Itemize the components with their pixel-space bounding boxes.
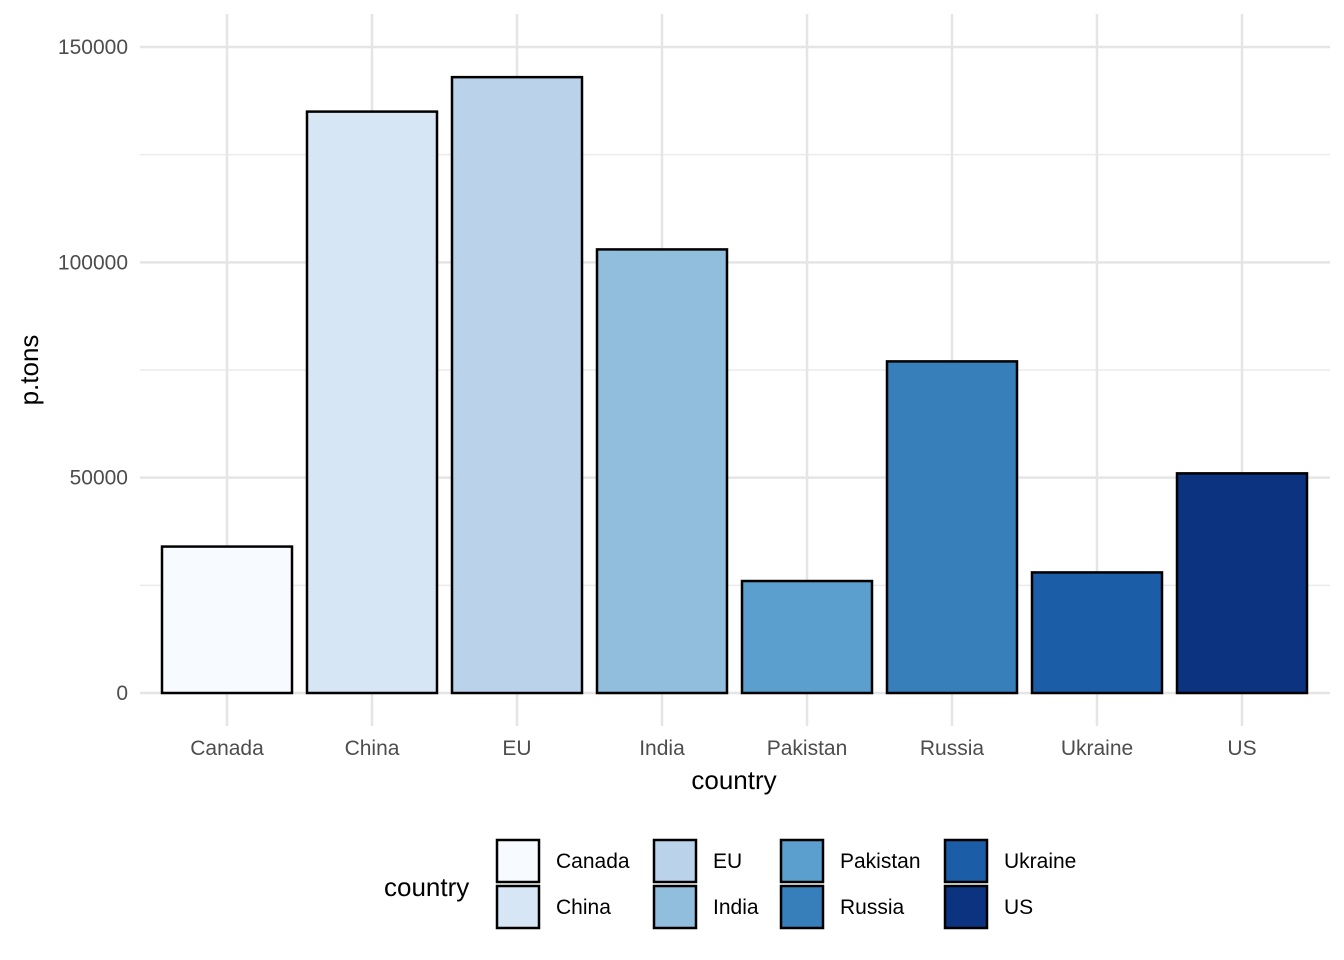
- legend: country Canada China EU India Pakistan Russia…: [384, 838, 1076, 930]
- bar-ukraine: [1030, 571, 1164, 695]
- x-tick-label: US: [1227, 737, 1256, 760]
- y-tick-label: 0: [116, 682, 128, 705]
- legend-key-ukraine: [943, 838, 989, 884]
- legend-label: Pakistan: [840, 850, 921, 873]
- legend-key-pakistan: [779, 838, 825, 884]
- bar-eu: [450, 75, 584, 695]
- bar-us: [1175, 472, 1309, 695]
- legend-label: China: [556, 896, 611, 919]
- y-axis-ticks: 0 50000 100000 150000: [58, 36, 128, 705]
- x-tick-label: EU: [502, 737, 531, 760]
- legend-label: US: [1004, 896, 1033, 919]
- legend-label: EU: [713, 850, 742, 873]
- y-axis-title: p.tons: [14, 335, 44, 406]
- x-tick-label: Russia: [920, 737, 985, 760]
- bar-china: [305, 110, 439, 695]
- legend-key-china: [495, 884, 541, 930]
- y-tick-label: 100000: [58, 251, 128, 274]
- legend-key-canada: [495, 838, 541, 884]
- legend-label: Ukraine: [1004, 850, 1076, 873]
- bar-canada: [160, 545, 294, 695]
- x-tick-label: Ukraine: [1061, 737, 1133, 760]
- x-axis-ticks: Canada China EU India Pakistan Russia Ukraine U…: [190, 737, 1256, 760]
- x-tick-label: Pakistan: [767, 737, 848, 760]
- x-axis-title: country: [691, 765, 776, 795]
- x-tick-label: India: [639, 737, 685, 760]
- legend-label: Russia: [840, 896, 905, 919]
- x-tick-label: Canada: [190, 737, 264, 760]
- y-tick-label: 50000: [70, 467, 128, 490]
- bar-pakistan: [740, 579, 874, 695]
- legend-label: India: [713, 896, 759, 919]
- bars: [160, 75, 1309, 695]
- legend-key-eu: [652, 838, 698, 884]
- legend-key-us: [943, 884, 989, 930]
- y-tick-label: 150000: [58, 36, 128, 59]
- bar-india: [595, 248, 729, 695]
- legend-title: country: [384, 872, 469, 902]
- legend-key-russia: [779, 884, 825, 930]
- bar-russia: [885, 360, 1019, 695]
- legend-label: Canada: [556, 850, 630, 873]
- x-tick-label: China: [345, 737, 400, 760]
- legend-key-india: [652, 884, 698, 930]
